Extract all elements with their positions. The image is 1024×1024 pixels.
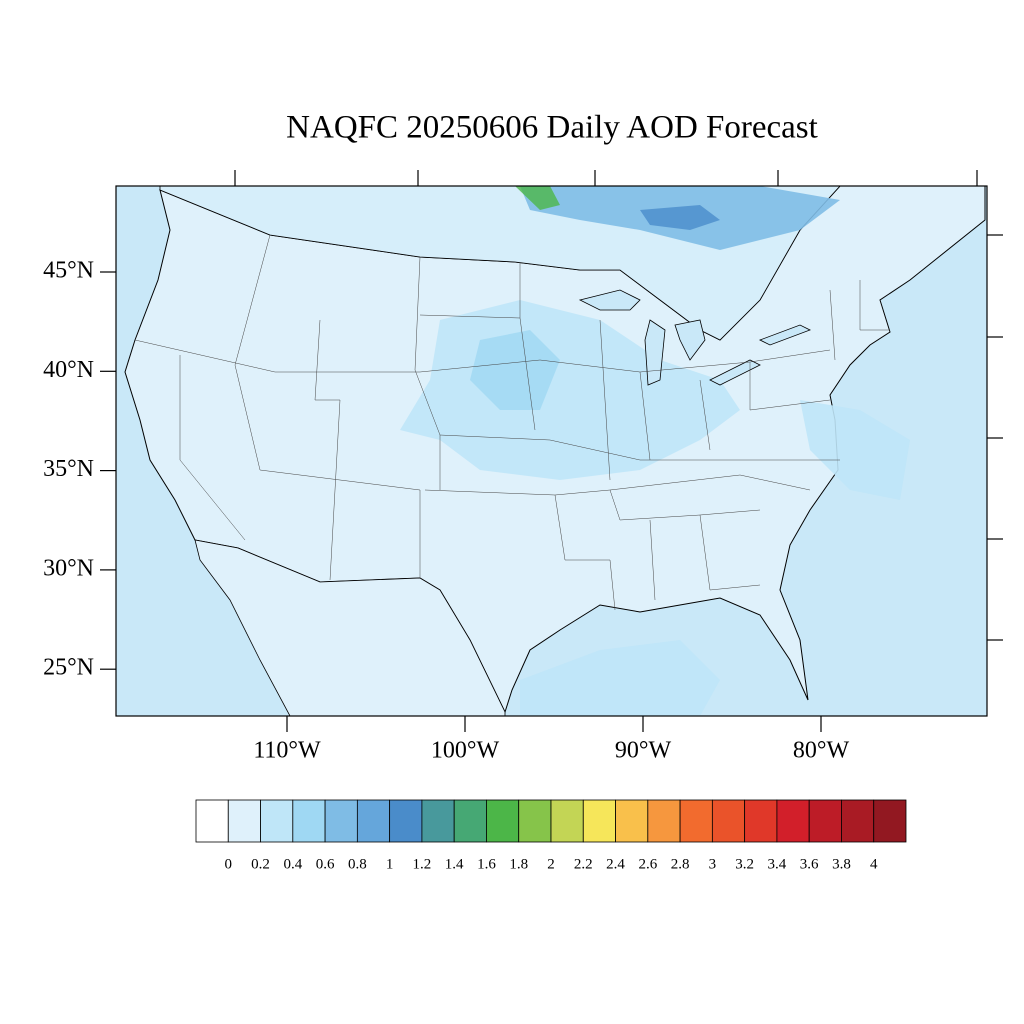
colorbar-box bbox=[421, 799, 455, 843]
lon-tick-label: 90°W bbox=[615, 738, 672, 764]
colorbar-box bbox=[808, 799, 842, 843]
colorbar-box bbox=[615, 799, 649, 843]
colorbar-box bbox=[389, 799, 423, 843]
aod-patch bbox=[470, 330, 560, 410]
colorbar-label: 1.6 bbox=[477, 856, 496, 872]
map-frame bbox=[115, 185, 988, 717]
aod-patch bbox=[640, 205, 720, 230]
colorbar-box bbox=[260, 799, 294, 843]
colorbar-box bbox=[227, 799, 261, 843]
colorbar-box bbox=[776, 799, 810, 843]
mexico bbox=[194, 539, 506, 717]
colorbar-box bbox=[841, 799, 875, 843]
colorbar-box bbox=[679, 799, 713, 843]
colorbar-label: 2 bbox=[547, 856, 555, 872]
colorbar-label: 2.8 bbox=[671, 856, 690, 872]
colorbar-box bbox=[486, 799, 520, 843]
map-title: NAQFC 20250606 Daily AOD Forecast bbox=[286, 110, 818, 146]
lat-tick-label: 35°N bbox=[43, 456, 94, 482]
great-lakes bbox=[578, 289, 811, 386]
colorbar-label: 2.6 bbox=[638, 856, 657, 872]
aod-patch bbox=[800, 400, 910, 500]
colorbar-label: 0.6 bbox=[316, 856, 335, 872]
colorbar-box bbox=[324, 799, 358, 843]
colorbar-label: 3.6 bbox=[800, 856, 819, 872]
lon-tick-label: 80°W bbox=[793, 738, 850, 764]
lat-tick-label: 25°N bbox=[43, 655, 94, 681]
colorbar-box bbox=[550, 799, 584, 843]
aod-patch bbox=[520, 640, 720, 716]
colorbar-label: 1 bbox=[386, 856, 394, 872]
colorbar-label: 0.8 bbox=[348, 856, 367, 872]
colorbar-box bbox=[744, 799, 778, 843]
colorbar-box bbox=[711, 799, 746, 843]
colorbar-box bbox=[292, 799, 326, 843]
colorbar-label: 3.8 bbox=[832, 856, 851, 872]
lat-tick-label: 40°N bbox=[43, 357, 94, 383]
colorbar-label: 3.4 bbox=[768, 856, 787, 872]
colorbar-label: 3.2 bbox=[735, 856, 754, 872]
lon-tick-label: 110°W bbox=[253, 738, 321, 764]
map-area bbox=[115, 170, 1003, 717]
colorbar-box bbox=[647, 799, 681, 843]
frame-ticks bbox=[234, 170, 1003, 641]
colorbar-label: 2.4 bbox=[606, 856, 625, 872]
aod-patch bbox=[515, 186, 560, 210]
colorbar-box bbox=[873, 799, 907, 843]
colorbar-label: 4 bbox=[870, 856, 878, 872]
colorbar-label: 1.2 bbox=[413, 856, 432, 872]
colorbar-box bbox=[195, 799, 229, 843]
colorbar-box bbox=[356, 799, 391, 843]
colorbar-label: 0.2 bbox=[251, 856, 270, 872]
lat-tick-label: 30°N bbox=[43, 555, 94, 581]
colorbar-label: 1.4 bbox=[445, 856, 464, 872]
lat-tick-label: 45°N bbox=[43, 258, 94, 284]
colorbar-label: 2.2 bbox=[574, 856, 593, 872]
colorbar-label: 0 bbox=[225, 856, 233, 872]
colorbar-label: 1.8 bbox=[509, 856, 528, 872]
colorbar-box bbox=[453, 799, 487, 843]
colorbar-label: 3 bbox=[709, 856, 717, 872]
axes-and-colorbar: 45°N 40°N 35°N 30°N 25°N 110°W 100°W 90°W 80°W 0 0… bbox=[43, 258, 907, 872]
colorbar-box bbox=[518, 799, 552, 843]
colorbar-label: 0.4 bbox=[283, 856, 302, 872]
state-lines bbox=[134, 234, 890, 611]
lon-tick-label: 100°W bbox=[431, 738, 500, 764]
colorbar-box bbox=[582, 799, 616, 843]
